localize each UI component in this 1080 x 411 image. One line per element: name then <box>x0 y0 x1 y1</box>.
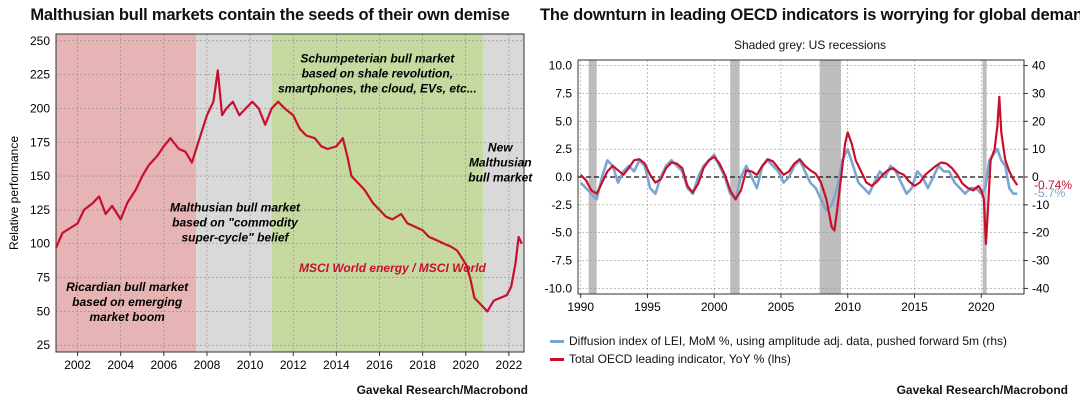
region-label: super-cycle" belief <box>181 230 289 244</box>
region-label: smartphones, the cloud, EVs, etc... <box>278 81 477 95</box>
shaded-region-0 <box>56 34 197 352</box>
x-tick-label: 2020 <box>968 300 995 314</box>
region-label: Malthusian <box>469 156 532 170</box>
right-chart-svg: -10.0 -7.5 -5.0 -2.5 0.0 2.5 5.0 7.5 10.0 -40 -30 -… <box>545 59 1073 314</box>
legend-item-oecd: Total OECD leading indicator, YoY % (lhs… <box>550 352 791 366</box>
series-label: MSCI World energy / MSCI World <box>299 261 487 275</box>
plot-frame <box>577 59 1025 295</box>
legend-item-diffusion: Diffusion index of LEI, MoM %, using amp… <box>550 334 1007 348</box>
x-tick-label: 2008 <box>194 358 221 372</box>
y-tick-label-rhs: -20 <box>1032 226 1050 240</box>
y-tick-label-rhs: -10 <box>1032 198 1050 212</box>
recession-band <box>982 60 987 294</box>
left-chart-panel: Malthusian bull markets contain the seed… <box>7 6 533 397</box>
y-tick-label: 50 <box>37 304 51 318</box>
x-tick-label: 2015 <box>901 300 928 314</box>
x-tick-label: 2006 <box>150 358 177 372</box>
y-tick-label-lhs: -2.5 <box>551 198 572 212</box>
y-tick-label-lhs: -5.0 <box>551 226 572 240</box>
x-tick-label: 2020 <box>452 358 479 372</box>
y-tick-label: 225 <box>30 68 50 82</box>
end-value-label: -0.74% <box>1034 178 1072 192</box>
y-axis-label: Relative performance <box>7 136 21 250</box>
region-label: based on "commodity <box>172 215 299 229</box>
y-tick-label-lhs: 2.5 <box>555 142 572 156</box>
x-tick-label: 2012 <box>280 358 307 372</box>
y-tick-label-lhs: 0.0 <box>555 170 572 184</box>
left-source: Gavekal Research/Macrobond <box>356 383 528 397</box>
x-tick-label: 2010 <box>834 300 861 314</box>
x-tick-label: 2018 <box>409 358 436 372</box>
region-label: Schumpeterian bull market <box>300 51 455 65</box>
legend-swatch-blue <box>550 339 564 343</box>
region-label: market boom <box>89 310 165 324</box>
y-tick-label-lhs: -7.5 <box>551 254 572 268</box>
series-line-red <box>579 95 1019 245</box>
right-chart-panel: The downturn in leading OECD indicators … <box>540 0 1080 411</box>
x-tick-label: 2004 <box>107 358 134 372</box>
x-tick-label: 2016 <box>366 358 393 372</box>
x-tick-label: 1995 <box>634 300 661 314</box>
y-tick-label: 75 <box>37 271 51 285</box>
x-tick-label: 2000 <box>701 300 728 314</box>
legend-swatch-red <box>550 357 564 361</box>
y-tick-label-rhs: 30 <box>1032 86 1046 100</box>
region-label: Malthusian bull market <box>170 200 301 214</box>
shaded-region-2 <box>271 34 484 352</box>
x-tick-label: 2010 <box>237 358 264 372</box>
series-line-energy-relative <box>54 69 523 313</box>
x-tick-label: 2022 <box>496 358 523 372</box>
y-tick-label: 125 <box>30 203 50 217</box>
y-tick-label-lhs: 10.0 <box>549 59 573 73</box>
region-label: New <box>488 141 513 155</box>
legend-label-oecd: Total OECD leading indicator, YoY % (lhs… <box>569 352 791 366</box>
y-tick-label-rhs: -40 <box>1032 281 1050 295</box>
legend-label-diffusion: Diffusion index of LEI, MoM %, using amp… <box>569 334 1007 348</box>
y-tick-label-lhs: 7.5 <box>555 86 572 100</box>
y-tick-label: 100 <box>30 237 50 251</box>
shaded-region-3 <box>483 34 524 352</box>
left-chart-title: Malthusian bull markets contain the seed… <box>30 6 510 24</box>
region-label: based on shale revolution, <box>302 66 453 80</box>
region-label: bull market <box>468 171 533 185</box>
end-value-label: -5.7% <box>1034 186 1066 200</box>
x-tick-label: 1990 <box>567 300 594 314</box>
y-tick-label-rhs: 40 <box>1032 59 1046 73</box>
y-tick-label-lhs: 5.0 <box>555 114 572 128</box>
y-tick-label-rhs: 10 <box>1032 142 1046 156</box>
y-tick-label-rhs: -30 <box>1032 254 1050 268</box>
x-tick-label: 2002 <box>64 358 91 372</box>
y-tick-label-rhs: 0 <box>1032 170 1039 184</box>
series-line-blue <box>579 147 1018 212</box>
left-chart-svg: 25 50 75 100 125 150 175 200 225 250 2002 2004 2006 2… <box>7 33 533 372</box>
y-tick-label: 250 <box>30 34 50 48</box>
y-tick-label: 25 <box>37 338 51 352</box>
plot-frame <box>55 33 525 353</box>
right-chart-subtitle: Shaded grey: US recessions <box>733 38 887 52</box>
right-chart-title: The downturn in leading OECD indicators … <box>540 6 1080 24</box>
region-label: based on emerging <box>72 295 183 309</box>
y-tick-label: 150 <box>30 169 50 183</box>
region-label: Ricardian bull market <box>66 280 189 294</box>
recession-band <box>588 60 597 294</box>
right-source: Gavekal Research/Macrobond <box>896 383 1068 397</box>
y-tick-label: 200 <box>30 101 50 115</box>
x-tick-label: 2014 <box>323 358 350 372</box>
y-tick-label: 175 <box>30 135 50 149</box>
y-tick-label-lhs: -10.0 <box>545 281 573 295</box>
shaded-region-1 <box>196 34 272 352</box>
y-tick-label-rhs: 20 <box>1032 114 1046 128</box>
x-tick-label: 2005 <box>768 300 795 314</box>
